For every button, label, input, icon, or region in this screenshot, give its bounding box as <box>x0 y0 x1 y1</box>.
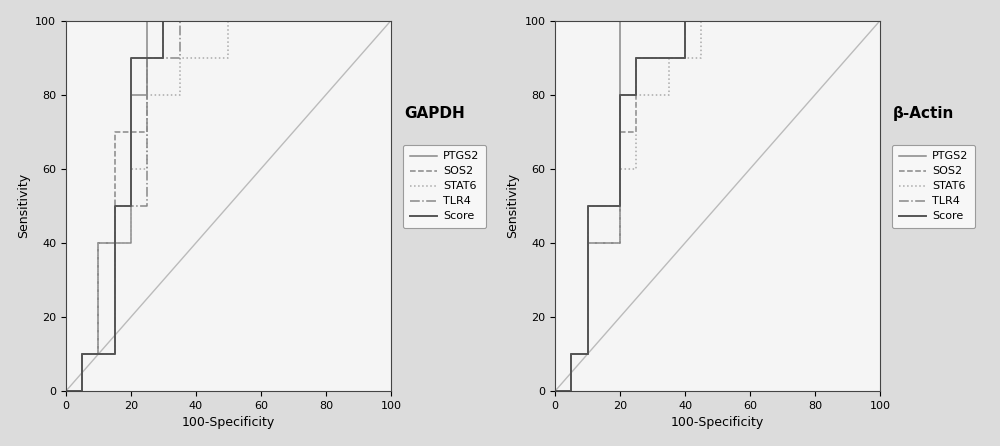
Text: β-Actin: β-Actin <box>893 106 954 121</box>
X-axis label: 100-Specificity: 100-Specificity <box>671 416 764 429</box>
X-axis label: 100-Specificity: 100-Specificity <box>182 416 275 429</box>
Legend: PTGS2, SOS2, STAT6, TLR4, Score: PTGS2, SOS2, STAT6, TLR4, Score <box>403 145 486 228</box>
Y-axis label: Sensitivity: Sensitivity <box>506 173 519 239</box>
Text: GAPDH: GAPDH <box>404 106 465 121</box>
Legend: PTGS2, SOS2, STAT6, TLR4, Score: PTGS2, SOS2, STAT6, TLR4, Score <box>892 145 975 228</box>
Y-axis label: Sensitivity: Sensitivity <box>17 173 30 239</box>
